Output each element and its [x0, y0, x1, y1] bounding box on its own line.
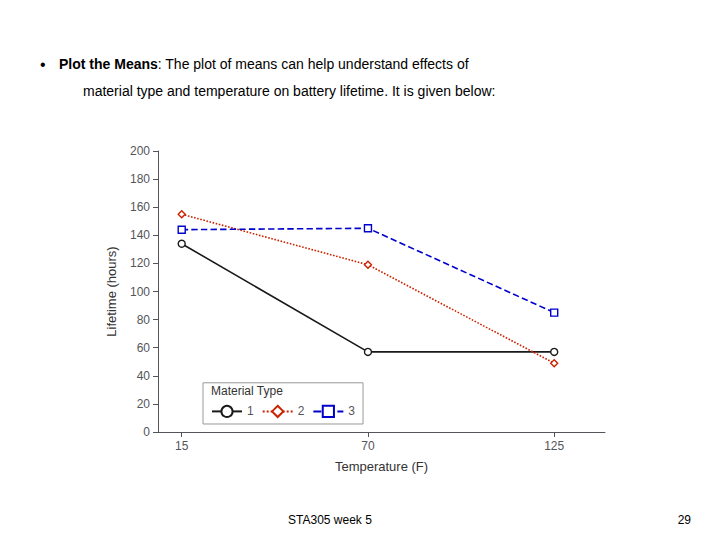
- svg-text:40: 40: [137, 369, 151, 383]
- svg-text:200: 200: [130, 144, 150, 158]
- svg-text:material type and temperature: material type and temperature on battery…: [83, 83, 495, 99]
- svg-text:•: •: [40, 56, 46, 73]
- svg-text:2: 2: [298, 404, 305, 418]
- svg-text:0: 0: [143, 425, 150, 439]
- svg-text:60: 60: [137, 341, 151, 355]
- svg-text:29: 29: [678, 513, 692, 527]
- svg-text:3: 3: [348, 404, 355, 418]
- svg-text:Temperature (F): Temperature (F): [335, 459, 428, 474]
- svg-text:: The plot of means can help u: : The plot of means can help understand …: [158, 56, 469, 72]
- svg-text:70: 70: [361, 439, 375, 453]
- svg-text:160: 160: [130, 200, 150, 214]
- svg-text:140: 140: [130, 228, 150, 242]
- svg-text:100: 100: [130, 285, 150, 299]
- svg-text:20: 20: [137, 397, 151, 411]
- svg-text:120: 120: [130, 256, 150, 270]
- svg-text:Plot the Means: Plot the Means: [59, 56, 158, 72]
- svg-text:1: 1: [247, 404, 254, 418]
- svg-text:Material Type: Material Type: [211, 384, 283, 398]
- svg-text:125: 125: [544, 439, 564, 453]
- svg-text:80: 80: [137, 313, 151, 327]
- svg-text:15: 15: [175, 439, 189, 453]
- svg-text:180: 180: [130, 172, 150, 186]
- svg-text:STA305 week 5: STA305 week 5: [288, 513, 372, 527]
- svg-text:Lifetime (hours): Lifetime (hours): [104, 246, 119, 336]
